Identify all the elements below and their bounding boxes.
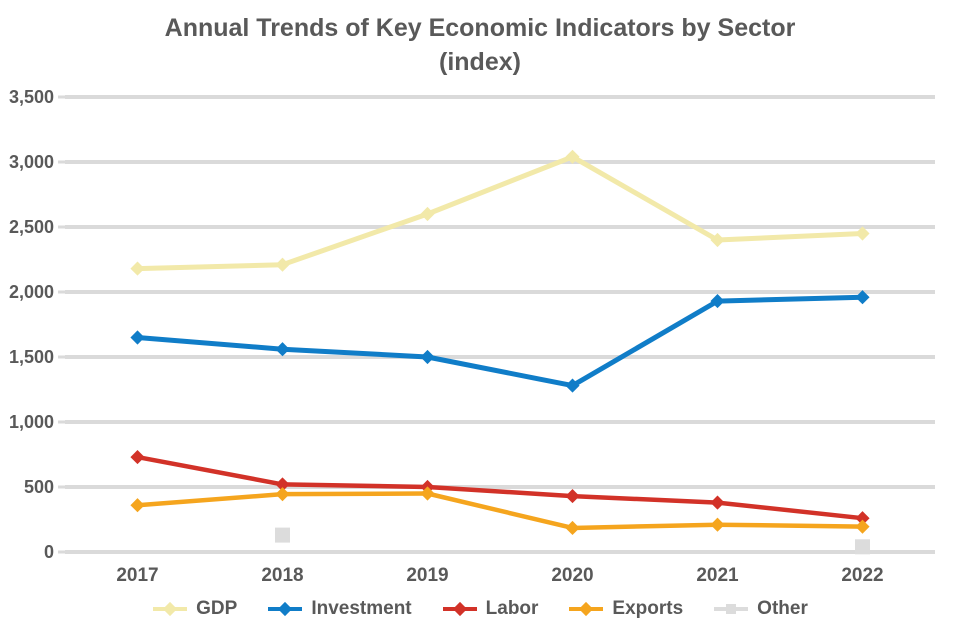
legend-item-labor[interactable]: Labor: [442, 598, 539, 620]
series-line-gdp: [570, 154, 720, 243]
series-marker-exports: [710, 517, 725, 532]
series-line-exports: [570, 522, 720, 531]
series-line-investment: [135, 335, 285, 352]
legend-diamond-icon-gdp: [153, 601, 188, 617]
series-marker-gdp: [275, 257, 290, 272]
series-line-investment: [715, 294, 865, 304]
chart-title-line1: Annual Trends of Key Economic Indicators…: [164, 14, 796, 42]
series-marker-investment: [855, 290, 870, 305]
y-axis-label: 3,500: [9, 87, 54, 107]
y-axis-label: 1,000: [9, 412, 54, 432]
series-line-exports: [715, 522, 865, 529]
legend-diamond-icon-investment: [268, 601, 303, 617]
series-line-gdp: [280, 211, 430, 268]
y-axis-label: 3,000: [9, 152, 54, 172]
series-line-gdp: [135, 262, 285, 272]
legend-item-investment[interactable]: Investment: [267, 598, 412, 620]
series-line-investment: [425, 354, 575, 389]
legend-item-other[interactable]: Other: [713, 598, 808, 620]
series-marker-gdp: [130, 261, 145, 276]
legend-label: GDP: [196, 598, 238, 619]
series-marker-other: [275, 527, 290, 543]
series-marker-other: [855, 539, 870, 555]
series-marker-labor: [275, 477, 290, 492]
series-marker-gdp: [420, 206, 435, 222]
series-marker-investment: [710, 294, 725, 309]
series-marker-labor: [855, 511, 870, 526]
legend-square-icon-other: [714, 604, 749, 614]
series-line-exports: [135, 491, 285, 508]
legend-item-gdp[interactable]: GDP: [152, 598, 237, 620]
series-line-labor: [425, 484, 575, 499]
x-axis-label: 2022: [841, 565, 883, 586]
series-line-gdp: [425, 154, 575, 217]
x-axis-label: 2020: [551, 565, 593, 586]
legend-label: Labor: [485, 598, 539, 619]
x-axis-label: 2019: [406, 565, 448, 586]
series-line-exports: [425, 491, 575, 531]
chart-legend: GDP Investment Labor Exports Other: [0, 598, 960, 620]
x-axis-label: 2017: [116, 565, 158, 586]
series-marker-labor: [130, 450, 145, 465]
series-marker-investment: [130, 330, 145, 345]
y-axis-label: 2,000: [9, 282, 54, 302]
legend-item-exports[interactable]: Exports: [568, 598, 683, 620]
series-marker-exports: [855, 519, 870, 534]
series-marker-gdp: [710, 232, 725, 248]
series-marker-labor: [565, 489, 580, 504]
series-marker-exports: [275, 487, 290, 502]
legend-diamond-icon-labor: [442, 601, 477, 617]
series-marker-gdp: [855, 226, 870, 241]
series-marker-exports: [565, 520, 580, 536]
series-marker-investment: [275, 342, 290, 357]
legend-label: Other: [757, 598, 808, 619]
series-marker-gdp: [565, 149, 580, 164]
series-line-labor: [135, 454, 285, 487]
x-axis-label: 2021: [696, 565, 739, 586]
legend-diamond-icon-exports: [569, 601, 604, 617]
legend-label: Exports: [612, 598, 684, 619]
series-marker-exports: [420, 486, 435, 501]
series-marker-investment: [420, 349, 435, 365]
chart-title: Annual Trends of Key Economic Indicators…: [0, 12, 960, 80]
series-line-labor: [715, 500, 865, 521]
series-line-labor: [280, 482, 430, 490]
series-line-investment: [280, 346, 430, 360]
series-marker-labor: [710, 495, 725, 510]
y-axis-label: 0: [44, 542, 54, 562]
y-axis-label: 1,500: [9, 347, 54, 367]
series-marker-exports: [130, 498, 145, 513]
series-line-gdp: [715, 231, 865, 243]
series-line-investment: [570, 298, 720, 389]
chart-title-line2: (index): [439, 47, 521, 76]
y-axis-label: 500: [24, 477, 54, 497]
legend-label: Investment: [311, 598, 412, 619]
series-marker-investment: [565, 378, 580, 393]
series-line-labor: [570, 493, 720, 505]
y-axis-label: 2,500: [9, 217, 54, 237]
x-axis-label: 2018: [261, 565, 303, 586]
series-line-exports: [280, 491, 430, 497]
